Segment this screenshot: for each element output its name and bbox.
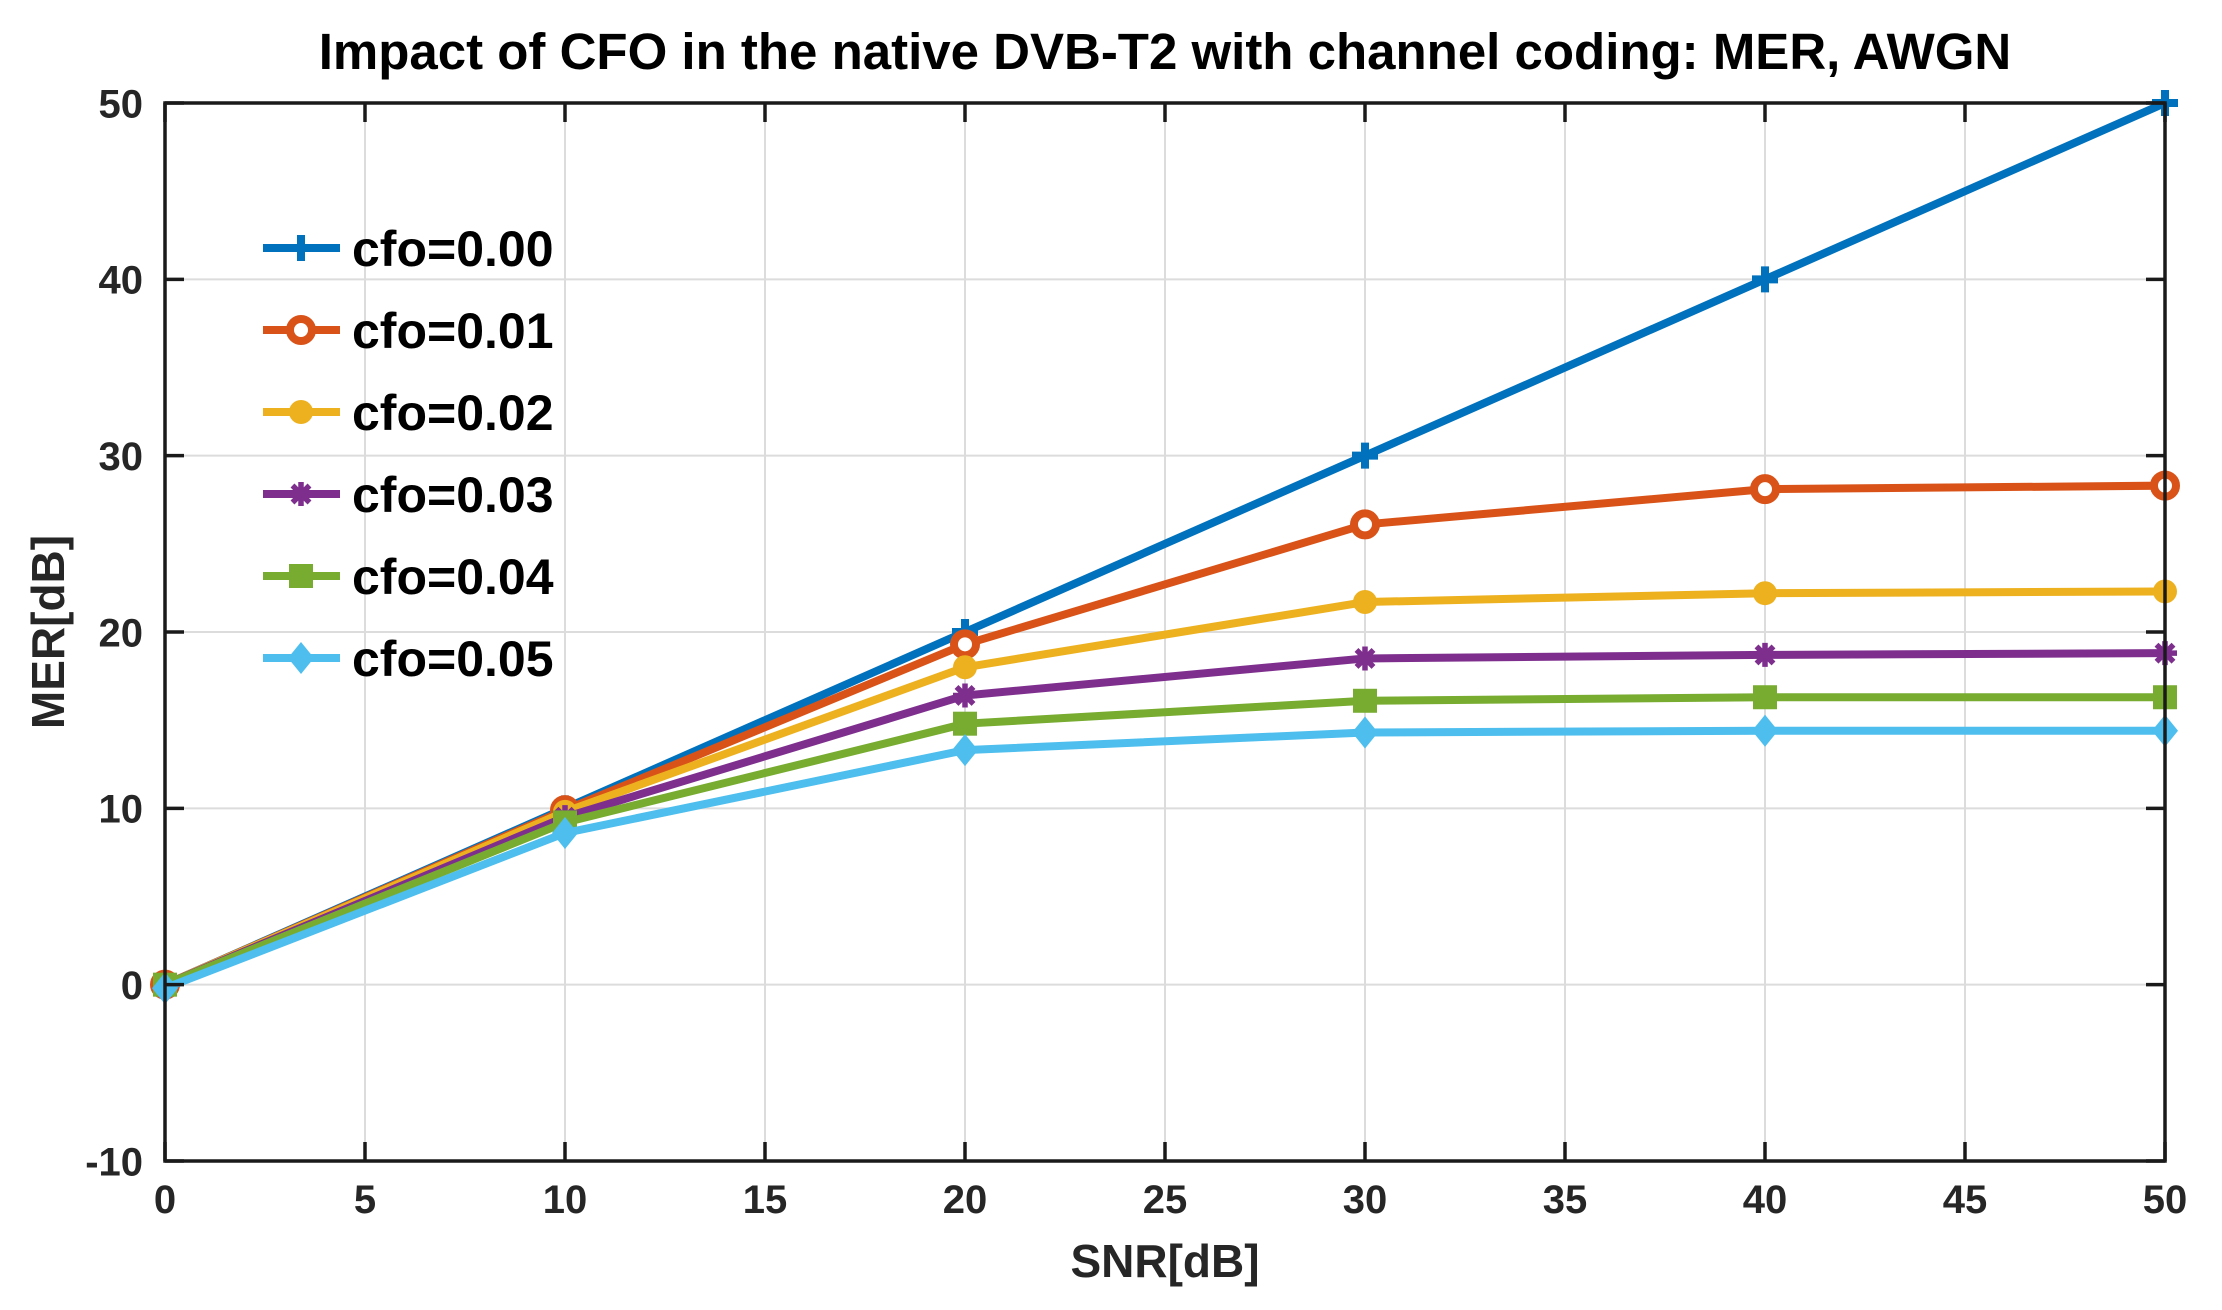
legend-label-cfo=0.05: cfo=0.05 [352, 631, 554, 687]
series-line-cfo=0.05 [161, 726, 2169, 993]
series-marker-cfo=0.02 [953, 655, 977, 680]
x-tick-label: 15 [743, 1178, 788, 1222]
series-marker-cfo=0.05 [952, 734, 978, 767]
series-marker-cfo=0.02 [1353, 590, 1377, 615]
series-marker-cfo=0.01 [950, 629, 980, 660]
x-tick-label: 30 [1343, 1178, 1388, 1222]
series-marker-cfo=0.02 [1753, 581, 1777, 606]
legend-marker-cfo=0.02 [289, 400, 313, 424]
series-marker-cfo=0.03 [1753, 642, 1777, 667]
chart-title: Impact of CFO in the native DVB-T2 with … [318, 23, 2012, 80]
series-marker-cfo=0.00 [1752, 266, 1778, 293]
series-line-cfo=0.02 [161, 587, 2169, 989]
legend-label-cfo=0.00: cfo=0.00 [352, 221, 554, 277]
series-marker-cfo=0.00 [1352, 442, 1378, 469]
x-tick-label: 35 [1543, 1178, 1588, 1222]
x-tick-label: 50 [2143, 1178, 2188, 1222]
y-tick-label: 50 [99, 82, 144, 126]
legend-label-cfo=0.01: cfo=0.01 [352, 303, 554, 359]
y-axis-label: MER[dB] [22, 534, 74, 730]
series-marker-cfo=0.04 [953, 711, 977, 736]
legend-label-cfo=0.04: cfo=0.04 [352, 549, 554, 605]
x-tick-label: 20 [943, 1178, 988, 1222]
series-marker-cfo=0.01 [1750, 474, 1780, 505]
legend-marker-cfo=0.01 [286, 315, 316, 345]
x-tick-label: 0 [154, 1178, 176, 1222]
y-tick-label: -10 [85, 1140, 143, 1184]
x-axis-label: SNR[dB] [1070, 1235, 1260, 1287]
series-line-cfo=0.03 [161, 649, 2169, 989]
series-marker-cfo=0.01 [1350, 509, 1380, 540]
series-marker-cfo=0.04 [1353, 688, 1377, 713]
x-tick-label: 5 [354, 1178, 376, 1222]
x-tick-label: 40 [1743, 1178, 1788, 1222]
series-marker-cfo=0.04 [1753, 685, 1777, 710]
series-marker-cfo=0.05 [552, 817, 578, 850]
y-tick-label: 20 [99, 611, 144, 655]
y-tick-label: 10 [99, 788, 144, 832]
y-tick-label: 40 [99, 259, 144, 303]
x-tick-label: 45 [1943, 1178, 1988, 1222]
series-marker-cfo=0.03 [953, 683, 977, 708]
series-marker-cfo=0.05 [1752, 714, 1778, 747]
legend-label-cfo=0.02: cfo=0.02 [352, 385, 554, 441]
x-tick-label: 25 [1143, 1178, 1188, 1222]
legend-label-cfo=0.03: cfo=0.03 [352, 467, 554, 523]
legend-marker-cfo=0.04 [289, 564, 313, 588]
series-line-cfo=0.04 [161, 693, 2169, 989]
x-tick-label: 10 [543, 1178, 588, 1222]
legend-marker-cfo=0.00 [288, 235, 314, 261]
legend-marker-cfo=0.05 [288, 642, 314, 674]
y-tick-label: 0 [121, 964, 143, 1008]
series-marker-cfo=0.03 [1353, 646, 1377, 671]
legend-marker-cfo=0.03 [289, 482, 313, 506]
series-marker-cfo=0.05 [1352, 716, 1378, 749]
y-tick-label: 30 [99, 435, 144, 479]
